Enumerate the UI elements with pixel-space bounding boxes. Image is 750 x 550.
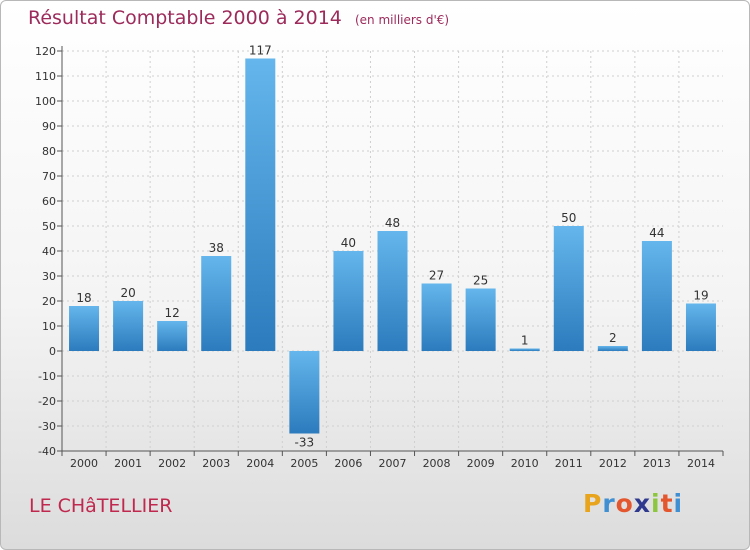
logo-letter: i [673,489,684,518]
y-tick-label: 100 [35,95,56,108]
x-tick-label: 2007 [379,457,407,470]
y-tick-label: 70 [42,170,56,183]
bar-value-label: 2 [609,331,617,345]
x-tick-label: 2014 [687,457,715,470]
bar [201,256,232,351]
x-tick-label: 2000 [70,457,98,470]
y-tick-label: 120 [35,45,56,58]
x-tick-label: 2011 [555,457,583,470]
bar-layer [69,58,716,434]
chart-title: Résultat Comptable 2000 à 2014 (en milli… [28,7,449,29]
bar [157,321,188,351]
bar [69,306,100,351]
y-tick-label: -20 [38,395,56,408]
y-tick-label: -40 [38,445,56,458]
x-tick-label: 2013 [643,457,671,470]
bar [597,346,628,351]
bar-value-label: 19 [693,289,708,303]
commune-name: LE CHâTELLIER [29,495,173,517]
bar [685,303,716,351]
bar-value-label: 48 [385,216,400,230]
y-tick-label: 80 [42,145,56,158]
bar-value-label: -33 [295,436,315,450]
bar-value-label: 18 [76,291,91,305]
bar [465,288,496,351]
bar [553,226,584,351]
bar-value-label: 20 [120,286,135,300]
bar-value-label: 25 [473,274,488,288]
y-tick-label: 110 [35,70,56,83]
x-tick-label: 2004 [246,457,274,470]
y-tick-label: 20 [42,295,56,308]
y-tick-label: 50 [42,220,56,233]
bar-value-label: 1 [521,334,529,348]
bar [421,283,452,351]
label-layer: 1820002020011220023820031172004-33200540… [70,44,715,471]
chart-title-main: Résultat Comptable 2000 à 2014 [28,7,342,29]
bar-value-label: 38 [209,241,224,255]
bar [245,58,276,351]
y-tick-label: 90 [42,120,56,133]
x-tick-label: 2002 [158,457,186,470]
x-tick-label: 2006 [334,457,362,470]
logo-letter: t [660,489,674,518]
logo-letter: P [583,489,603,518]
logo-letter: i [651,489,661,518]
bar-value-label: 117 [249,44,272,58]
grid-layer [62,50,723,452]
bar [333,251,364,351]
bar-value-label: 50 [561,211,576,225]
logo-letter: x [633,489,651,518]
x-tick-label: 2012 [599,457,627,470]
x-tick-label: 2001 [114,457,142,470]
logo-letter: o [615,489,634,518]
bar-value-label: 12 [165,306,180,320]
y-tick-label: 40 [42,245,56,258]
x-tick-label: 2005 [290,457,318,470]
y-tick-label: 0 [49,345,56,358]
chart-title-unit: (en milliers d'€) [354,13,450,27]
bar [641,241,672,351]
bar-value-label: 27 [429,269,444,283]
x-tick-label: 2003 [202,457,230,470]
bar [289,351,320,434]
bar [113,301,144,351]
proxiti-logo: Proxiti [583,489,683,518]
x-tick-label: 2010 [511,457,539,470]
x-tick-label: 2009 [467,457,495,470]
y-tick-label: 10 [42,320,56,333]
y-tick-label: -30 [38,420,56,433]
bar-value-label: 40 [341,236,356,250]
bar [509,348,540,351]
logo-letter: r [602,489,616,518]
y-tick-label: 30 [42,270,56,283]
bar [377,231,408,351]
y-tick-label: -10 [38,370,56,383]
y-tick-label: 60 [42,195,56,208]
x-tick-label: 2008 [423,457,451,470]
bar-value-label: 44 [649,226,664,240]
